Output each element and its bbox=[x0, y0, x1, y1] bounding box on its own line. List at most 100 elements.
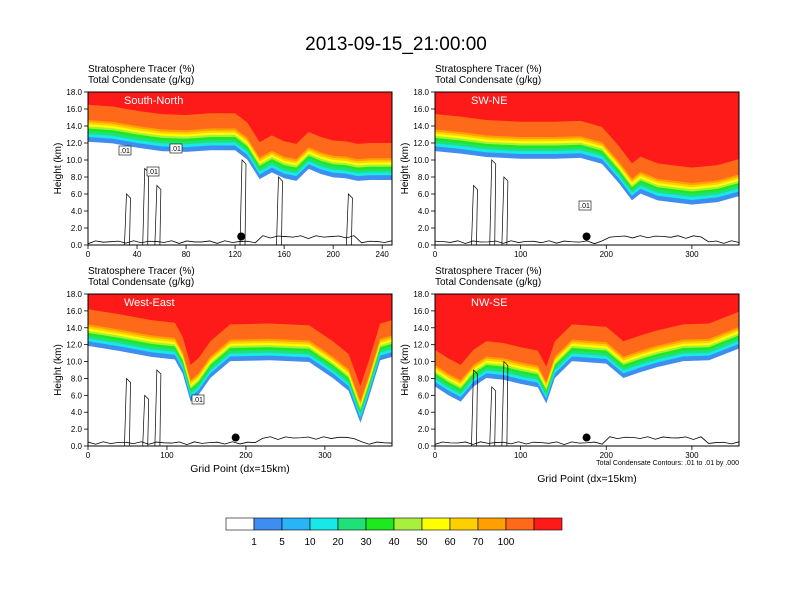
plot-frame bbox=[434, 91, 740, 246]
y-tick-label: 0.0 bbox=[71, 442, 83, 451]
panel-south-north: .01 .01 .01 South-North Stratosphere Tracer … bbox=[53, 64, 393, 259]
y-tick-label: 8.0 bbox=[418, 374, 430, 383]
colorbar-swatch bbox=[309, 517, 339, 531]
condensate-contour bbox=[154, 184, 162, 245]
contour-label-box bbox=[191, 394, 205, 405]
y-tick-label: 12.0 bbox=[66, 139, 82, 148]
x-tick-label: 160 bbox=[277, 250, 291, 259]
x-tick-label: 200 bbox=[239, 451, 253, 460]
location-marker bbox=[237, 232, 246, 241]
tracer-band-max bbox=[435, 92, 739, 168]
x-tick-label: 120 bbox=[228, 250, 242, 259]
plot-frame bbox=[87, 91, 393, 246]
contour-label-box bbox=[169, 143, 183, 154]
colorbar-swatch bbox=[533, 517, 563, 531]
x-tick-label: 240 bbox=[376, 250, 390, 259]
contour-label: .01 bbox=[193, 397, 203, 404]
panel-header-tracer: Stratosphere Tracer (%) bbox=[435, 64, 542, 75]
location-marker bbox=[582, 232, 591, 241]
y-tick-label: 2.0 bbox=[71, 224, 83, 233]
condensate-contour bbox=[471, 369, 478, 446]
panel-header-condensate: Total Condensate (g/kg) bbox=[88, 75, 194, 86]
x-tick-label: 200 bbox=[600, 250, 614, 259]
condensate-contour bbox=[142, 394, 150, 446]
tracer-band-max bbox=[88, 92, 392, 144]
y-tick-label: 6.0 bbox=[418, 391, 430, 400]
panel-header-tracer: Stratosphere Tracer (%) bbox=[435, 266, 542, 277]
x-tick-label: 300 bbox=[685, 451, 699, 460]
panel-header-tracer: Stratosphere Tracer (%) bbox=[88, 266, 195, 277]
condensate-contour bbox=[154, 369, 162, 446]
y-tick-label: 0.0 bbox=[71, 241, 83, 250]
x-tick-label: 300 bbox=[318, 451, 332, 460]
y-tick-label: 14.0 bbox=[413, 122, 429, 131]
x-axis-label: Grid Point (dx=15km) bbox=[190, 463, 290, 475]
y-tick-label: 16.0 bbox=[413, 307, 429, 316]
contour-label: .01 bbox=[171, 146, 181, 153]
panel-header-condensate: Total Condensate (g/kg) bbox=[435, 75, 541, 86]
colorbar-swatch bbox=[393, 517, 423, 531]
panels: .01 .01 .01 South-North Stratosphere Tracer … bbox=[53, 64, 740, 485]
y-tick-label: 16.0 bbox=[413, 105, 429, 114]
y-tick-label: 0.0 bbox=[418, 241, 430, 250]
panel-west-east: .01 West-East Stratosphere Tracer (%)Total… bbox=[53, 266, 393, 475]
y-tick-label: 10.0 bbox=[66, 358, 82, 367]
y-axis-label: Height (km) bbox=[53, 344, 64, 396]
y-tick-label: 2.0 bbox=[418, 425, 430, 434]
location-marker bbox=[582, 433, 591, 442]
colorbar-swatch bbox=[449, 517, 479, 531]
x-tick-label: 0 bbox=[86, 451, 91, 460]
contour-label: .01 bbox=[148, 169, 158, 176]
x-axis-label: Grid Point (dx=15km) bbox=[537, 473, 637, 485]
condensate-contour bbox=[346, 193, 353, 245]
colorbar-label: 70 bbox=[472, 537, 484, 548]
y-tick-label: 2.0 bbox=[71, 425, 83, 434]
y-tick-label: 18.0 bbox=[66, 88, 82, 97]
y-tick-label: 12.0 bbox=[413, 139, 429, 148]
colorbar-label: 5 bbox=[279, 537, 285, 548]
colorbar-label: 10 bbox=[304, 537, 316, 548]
y-tick-label: 18.0 bbox=[66, 290, 82, 299]
x-tick-label: 100 bbox=[514, 250, 528, 259]
colorbar-swatch bbox=[365, 517, 395, 531]
x-tick-label: 200 bbox=[326, 250, 340, 259]
x-tick-label: 0 bbox=[433, 451, 438, 460]
colorbar-swatch bbox=[225, 517, 255, 531]
y-axis-label: Height (km) bbox=[53, 143, 64, 195]
x-tick-label: 0 bbox=[86, 250, 91, 259]
y-tick-label: 14.0 bbox=[413, 324, 429, 333]
condensate-contour bbox=[124, 193, 131, 245]
colorbar-label: 40 bbox=[388, 537, 400, 548]
y-tick-label: 8.0 bbox=[71, 374, 83, 383]
contour-label: .01 bbox=[120, 148, 130, 155]
y-tick-label: 10.0 bbox=[413, 156, 429, 165]
main-title: 2013-09-15_21:00:00 bbox=[305, 34, 487, 55]
contour-label-box bbox=[146, 166, 160, 177]
tracer-band-max bbox=[88, 294, 392, 387]
y-tick-label: 10.0 bbox=[413, 358, 429, 367]
x-tick-label: 300 bbox=[685, 250, 699, 259]
colorbar: 1 5 10 20 30 40 50 60 70 100 bbox=[225, 517, 563, 548]
tracer-band-max bbox=[435, 294, 739, 367]
colorbar-swatch bbox=[253, 517, 283, 531]
y-tick-label: 4.0 bbox=[418, 207, 430, 216]
condensate-contour bbox=[435, 436, 739, 446]
condensate-contour bbox=[501, 360, 509, 446]
y-axis-label: Height (km) bbox=[400, 143, 411, 195]
x-tick-label: 0 bbox=[433, 250, 438, 259]
y-tick-label: 6.0 bbox=[71, 190, 83, 199]
x-tick-label: 100 bbox=[160, 451, 174, 460]
panel-label: West-East bbox=[124, 297, 175, 309]
y-tick-label: 16.0 bbox=[66, 105, 82, 114]
tracer-field bbox=[88, 92, 392, 245]
y-tick-label: 6.0 bbox=[71, 391, 83, 400]
plot-frame bbox=[87, 293, 393, 447]
tracer-field bbox=[435, 92, 739, 245]
location-marker bbox=[231, 433, 240, 442]
y-tick-label: 4.0 bbox=[71, 408, 83, 417]
y-tick-label: 2.0 bbox=[418, 224, 430, 233]
condensate-contour bbox=[239, 159, 247, 245]
y-tick-label: 12.0 bbox=[413, 341, 429, 350]
